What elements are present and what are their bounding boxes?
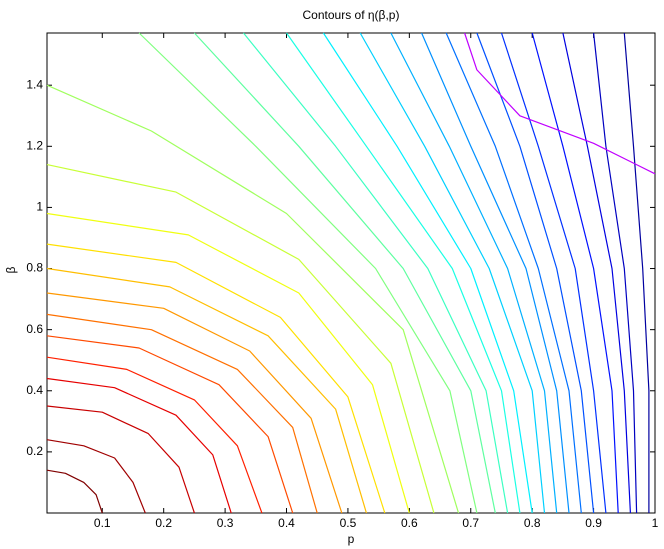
y-axis-label: β — [4, 266, 18, 273]
y-tick-label: 1.2 — [26, 138, 43, 152]
contour-line — [445, 32, 582, 514]
y-tick-label: 0.6 — [26, 322, 43, 336]
y-tick-label: 0.8 — [26, 261, 43, 275]
contour-line — [46, 469, 103, 514]
contour-line — [46, 377, 232, 514]
contour-line — [46, 212, 410, 514]
contour-line — [286, 32, 521, 514]
contour-line — [138, 32, 478, 514]
x-axis-label: p — [348, 532, 355, 546]
x-tick-label: 1 — [652, 516, 659, 530]
x-tick-label: 0.7 — [462, 516, 479, 530]
x-tick-label: 0.9 — [585, 516, 602, 530]
contour-line — [421, 32, 570, 514]
y-tick-label: 1 — [36, 200, 43, 214]
contour-line — [390, 32, 558, 514]
y-tick-label: 0.4 — [26, 383, 43, 397]
x-tick-label: 0.6 — [401, 516, 418, 530]
contour-line — [46, 292, 343, 514]
contour-line — [322, 32, 533, 514]
x-tick-label: 0.5 — [340, 516, 357, 530]
contour-line — [243, 32, 509, 514]
contour-line — [500, 32, 607, 514]
contour-line — [46, 335, 294, 514]
contour-line — [623, 32, 650, 513]
contour-line — [562, 32, 631, 514]
contour-line — [359, 32, 546, 514]
x-tick-label: 0.2 — [155, 516, 172, 530]
contour-line — [46, 356, 263, 514]
contour-line — [476, 32, 595, 514]
y-tick-label: 1.4 — [26, 77, 43, 91]
chart-title: Contours of η(β,p) — [303, 8, 400, 22]
y-tick-label: 0.2 — [26, 444, 43, 458]
contour-line — [46, 313, 318, 514]
contour-line — [46, 439, 146, 514]
contour-line — [464, 32, 656, 175]
contour-line — [46, 267, 367, 514]
x-tick-label: 0.8 — [524, 516, 541, 530]
plot-frame — [46, 32, 656, 514]
x-tick-label: 0.3 — [217, 516, 234, 530]
contour-line — [193, 32, 496, 514]
contour-line — [46, 164, 435, 514]
contour-line — [46, 243, 386, 514]
contour-line — [46, 84, 460, 514]
x-tick-label: 0.1 — [94, 516, 111, 530]
x-tick-label: 0.4 — [278, 516, 295, 530]
contour-line — [531, 32, 619, 514]
contour-line — [593, 32, 638, 514]
contour-line — [46, 405, 195, 514]
